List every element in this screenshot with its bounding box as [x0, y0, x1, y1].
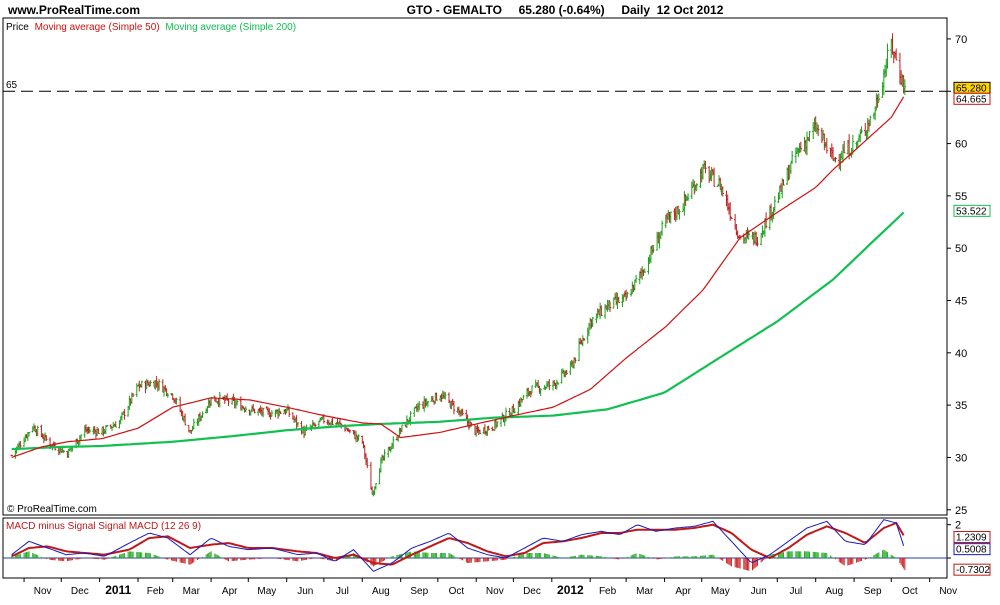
- price-panel: [2, 17, 948, 516]
- legend-ma200: Moving average (Simple 200): [165, 22, 296, 33]
- x-tick-label: Jul: [336, 586, 349, 597]
- value-tag-text: 53.522: [956, 206, 987, 217]
- copyright: © ProRealTime.com: [7, 504, 97, 515]
- y-tick-label: 25: [955, 505, 967, 517]
- legend-ma50: Moving average (Simple 50): [35, 22, 160, 33]
- x-tick-label: 2011: [105, 583, 131, 597]
- legend-price: Price: [6, 22, 29, 33]
- chart-title: GTO - GEMALTO 65.280 (-0.64%) Daily 12 O…: [407, 3, 724, 17]
- reference-line-label: 65: [6, 80, 18, 91]
- macd-line: [11, 519, 905, 572]
- x-tick-label: Dec: [71, 586, 89, 597]
- legend: Price Moving average (Simple 50) Moving …: [6, 22, 296, 33]
- macd-y-tick-label: 2: [955, 520, 961, 532]
- x-axis: Nov Dec 2011 Feb Mar Apr May Jun Jul Aug Sep Oct Nov…: [23, 578, 957, 597]
- value-tag-text: 1.2309: [956, 532, 987, 543]
- y-tick-label: 60: [955, 139, 967, 151]
- y-tick-label: 45: [955, 296, 967, 308]
- x-tick-label: Aug: [372, 586, 390, 597]
- x-tick-label: Feb: [147, 586, 165, 597]
- y-tick-label: 55: [955, 191, 967, 203]
- ma50-line: [11, 96, 905, 459]
- x-tick-label: Mar: [636, 586, 654, 597]
- x-tick-label: Feb: [599, 586, 617, 597]
- price-y-axis: 25303540455055606570: [947, 34, 967, 517]
- site-title[interactable]: www.ProRealTime.com: [7, 3, 140, 17]
- x-tick-label: Sep: [864, 586, 882, 597]
- x-tick-label: Jul: [789, 586, 802, 597]
- reference-line-65: 65: [3, 80, 947, 92]
- x-tick-label: Oct: [449, 586, 465, 597]
- value-tag-text: 64.665: [956, 94, 987, 105]
- x-tick-label: Apr: [222, 586, 238, 597]
- value-tag-text: 0.5008: [956, 545, 987, 556]
- x-tick-label: May: [257, 586, 276, 597]
- x-tick-label: Nov: [34, 586, 52, 597]
- macd-value-tags: 1.2309 0.5008 -0.7302: [953, 530, 991, 576]
- price-series: [10, 33, 907, 497]
- y-tick-label: 30: [955, 452, 967, 464]
- y-tick-label: 50: [955, 243, 967, 255]
- macd-legend: MACD minus Signal Signal MACD (12 26 9): [6, 521, 201, 532]
- y-tick-label: 40: [955, 348, 967, 360]
- x-tick-label: Jun: [751, 586, 767, 597]
- value-tag: [953, 530, 991, 543]
- value-tag: [953, 204, 991, 217]
- value-tag-text: -0.7302: [956, 565, 990, 576]
- y-tick-label: 35: [955, 400, 967, 412]
- value-tag: [953, 92, 991, 105]
- value-tag: [953, 563, 991, 576]
- x-tick-label: Mar: [183, 586, 201, 597]
- x-tick-label: 2012: [557, 583, 584, 597]
- y-tick-label: 70: [955, 34, 967, 46]
- x-tick-label: Apr: [675, 586, 691, 597]
- value-tag-text: 65.280: [956, 83, 987, 94]
- x-tick-label: Jun: [297, 586, 313, 597]
- ma200-line: [11, 211, 905, 451]
- x-tick-label: Nov: [486, 586, 504, 597]
- x-tick-label: May: [711, 586, 730, 597]
- x-tick-label: Sep: [410, 586, 428, 597]
- x-tick-label: Aug: [825, 586, 843, 597]
- x-tick-label: Oct: [902, 586, 918, 597]
- x-tick-label: Dec: [523, 586, 541, 597]
- x-tick-label: Nov: [939, 586, 957, 597]
- value-tag: [953, 543, 991, 556]
